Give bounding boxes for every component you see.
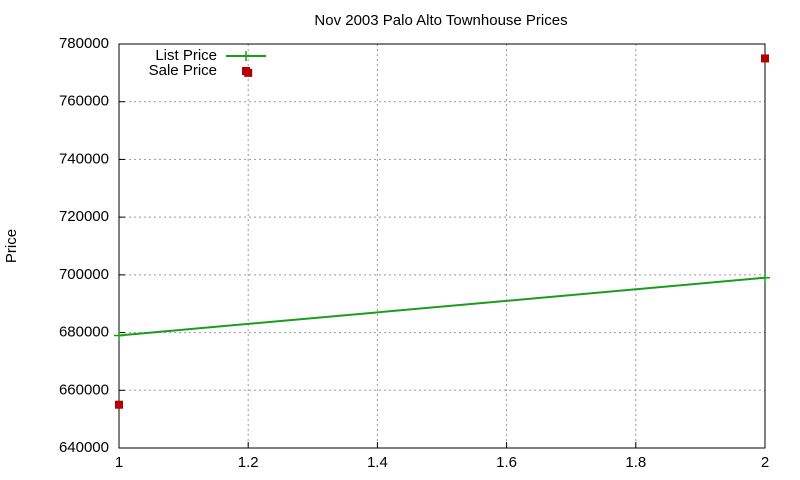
- legend-label: List Price: [155, 47, 217, 64]
- legend-key: [241, 51, 251, 61]
- y-tick-label: 780000: [59, 35, 109, 52]
- y-tick-label: 700000: [59, 266, 109, 283]
- x-tick-label: 1: [115, 454, 123, 471]
- x-tick-label: 1.4: [367, 454, 388, 471]
- point: [761, 54, 769, 63]
- x-tick-label: 1.6: [496, 454, 517, 471]
- y-tick-label: 720000: [59, 208, 109, 225]
- point: [760, 272, 770, 283]
- y-tick-label: 680000: [59, 324, 109, 341]
- point: [115, 400, 123, 409]
- plot-frame: [118, 43, 766, 449]
- legend-key: [242, 67, 250, 75]
- legend-label: Sale Price: [149, 62, 217, 79]
- x-tick-label: 1.2: [238, 454, 259, 471]
- chart-title: Nov 2003 Palo Alto Townhouse Prices: [314, 12, 567, 29]
- y-tick-label: 640000: [59, 439, 109, 456]
- series-line: [118, 276, 766, 337]
- x-tick-label: 2: [761, 454, 769, 471]
- x-tick-label: 1.8: [625, 454, 646, 471]
- y-axis-label: Price: [3, 229, 20, 263]
- point: [114, 330, 124, 341]
- y-tick-label: 660000: [59, 381, 109, 398]
- y-tick-label: 740000: [59, 150, 109, 167]
- y-tick-label: 760000: [59, 93, 109, 110]
